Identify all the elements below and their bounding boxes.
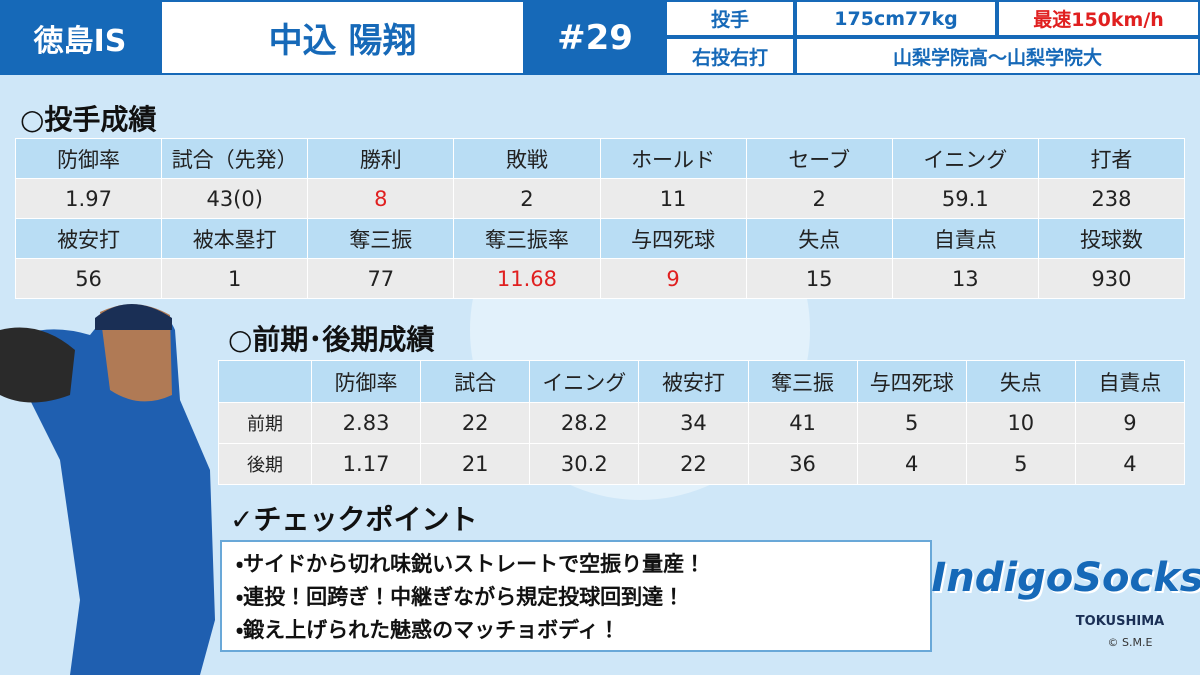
stat-label: 奪三振 — [307, 218, 455, 259]
stat-label: 防御率 — [14, 138, 163, 179]
checkpoint: ・鍛え上げられた魅惑のマッチョボディ！ — [236, 618, 620, 642]
stat-value: 59.1 — [891, 178, 1039, 219]
row-label: 前期 — [218, 402, 312, 444]
stat-label: 試合（先発） — [161, 138, 309, 179]
table-row: 後期 1.17 21 30.2 22 36 4 5 4 — [218, 443, 1186, 485]
stat-label: 失点 — [745, 218, 893, 259]
table-row: 1.97 43(0) 8 2 11 2 59.1 238 — [14, 178, 1186, 219]
stat-value: 11.68 — [453, 258, 601, 299]
stat-value: 15 — [745, 258, 893, 299]
stat-label: 勝利 — [307, 138, 455, 179]
section-title: ○投手成績 — [20, 103, 157, 136]
column-label: 被安打 — [638, 360, 749, 403]
column-label: 与四死球 — [856, 360, 967, 403]
stat-label: 奪三振率 — [453, 218, 601, 259]
stat-value: 30.2 — [529, 443, 640, 485]
stat-label: 被安打 — [14, 218, 163, 259]
checkpoint-box: ・サイドから切れ味鋭いストレートで空振り量産！ ・連投！回跨ぎ！中継ぎながら規定投… — [220, 540, 932, 652]
stat-value: 2.83 — [310, 402, 422, 444]
column-label: 試合 — [420, 360, 531, 403]
stat-value: 22 — [420, 402, 531, 444]
table-row: 被安打 被本塁打 奪三振 奪三振率 与四死球 失点 自責点 投球数 — [14, 218, 1186, 259]
stat-value: 9 — [599, 258, 747, 299]
player-name: 中込 陽翔 — [160, 0, 525, 75]
stat-label: イニング — [891, 138, 1039, 179]
career: 山梨学院高～山梨学院大 — [795, 37, 1200, 75]
split-table: 防御率 試合 イニング 被安打 奪三振 与四死球 失点 自責点 前期 2.83 22 28.2 34 41… — [218, 360, 1186, 485]
position: 投手 — [665, 0, 795, 37]
column-label: イニング — [529, 360, 640, 403]
section-title: ○前期･後期成績 — [228, 323, 435, 356]
stat-value: 4 — [1074, 443, 1186, 485]
pitching-table: 防御率 試合（先発） 勝利 敗戦 ホールド セーブ イニング 打者 1.97 43(0) 8 2 11 2… — [14, 138, 1186, 299]
stat-value: 34 — [638, 402, 749, 444]
stat-value: 4 — [856, 443, 967, 485]
stat-value: 2 — [453, 178, 601, 219]
stat-value: 930 — [1037, 258, 1186, 299]
stat-label: 自責点 — [891, 218, 1039, 259]
stat-value: 56 — [14, 258, 163, 299]
stat-value: 238 — [1037, 178, 1186, 219]
stat-value: 13 — [891, 258, 1039, 299]
stat-label: 与四死球 — [599, 218, 747, 259]
stat-label: 打者 — [1037, 138, 1186, 179]
stat-value: 5 — [965, 443, 1076, 485]
team: 徳島IS — [0, 0, 160, 75]
stat-value: 9 — [1074, 402, 1186, 444]
top-speed: 最速150km/h — [997, 0, 1200, 37]
throw-bat: 右投右打 — [665, 37, 795, 75]
table-row: 防御率 試合（先発） 勝利 敗戦 ホールド セーブ イニング 打者 — [14, 138, 1186, 179]
table-row: 前期 2.83 22 28.2 34 41 5 10 9 — [218, 402, 1186, 444]
column-label: 奪三振 — [747, 360, 858, 403]
stat-label: セーブ — [745, 138, 893, 179]
body: 175cm77kg — [795, 0, 997, 37]
checkpoint: ・サイドから切れ味鋭いストレートで空振り量産！ — [236, 552, 706, 576]
corner-cell — [218, 360, 312, 403]
stat-value: 5 — [856, 402, 967, 444]
stat-label: 敗戦 — [453, 138, 601, 179]
stat-value: 21 — [420, 443, 531, 485]
table-row: 56 1 77 11.68 9 15 13 930 — [14, 258, 1186, 299]
stat-label: 被本塁打 — [161, 218, 309, 259]
stat-value: 8 — [307, 178, 455, 219]
stat-value: 10 — [965, 402, 1076, 444]
stat-label: ホールド — [599, 138, 747, 179]
stat-value: 1.97 — [14, 178, 163, 219]
stat-label: 投球数 — [1037, 218, 1186, 259]
logo-region: TOKUSHIMA — [1075, 613, 1165, 629]
uniform-number: #29 — [525, 0, 665, 75]
column-label: 防御率 — [310, 360, 422, 403]
row-label: 後期 — [218, 443, 312, 485]
stat-value: 41 — [747, 402, 858, 444]
section-title: ✓チェックポイント — [230, 503, 478, 536]
stat-value: 1 — [161, 258, 309, 299]
stat-value: 28.2 — [529, 402, 640, 444]
stat-value: 43(0) — [161, 178, 309, 219]
credit: © S.M.E — [1107, 635, 1153, 649]
stat-value: 2 — [745, 178, 893, 219]
column-label: 失点 — [965, 360, 1076, 403]
stat-value: 11 — [599, 178, 747, 219]
checkpoint: ・連投！回跨ぎ！中継ぎながら規定投球回到達！ — [236, 585, 685, 609]
column-label: 自責点 — [1074, 360, 1186, 403]
stat-value: 1.17 — [310, 443, 422, 485]
stat-value: 22 — [638, 443, 749, 485]
table-row: 防御率 試合 イニング 被安打 奪三振 与四死球 失点 自責点 — [218, 360, 1186, 403]
stat-value: 77 — [307, 258, 455, 299]
stat-value: 36 — [747, 443, 858, 485]
logo: IndigoSocks — [931, 555, 1200, 601]
